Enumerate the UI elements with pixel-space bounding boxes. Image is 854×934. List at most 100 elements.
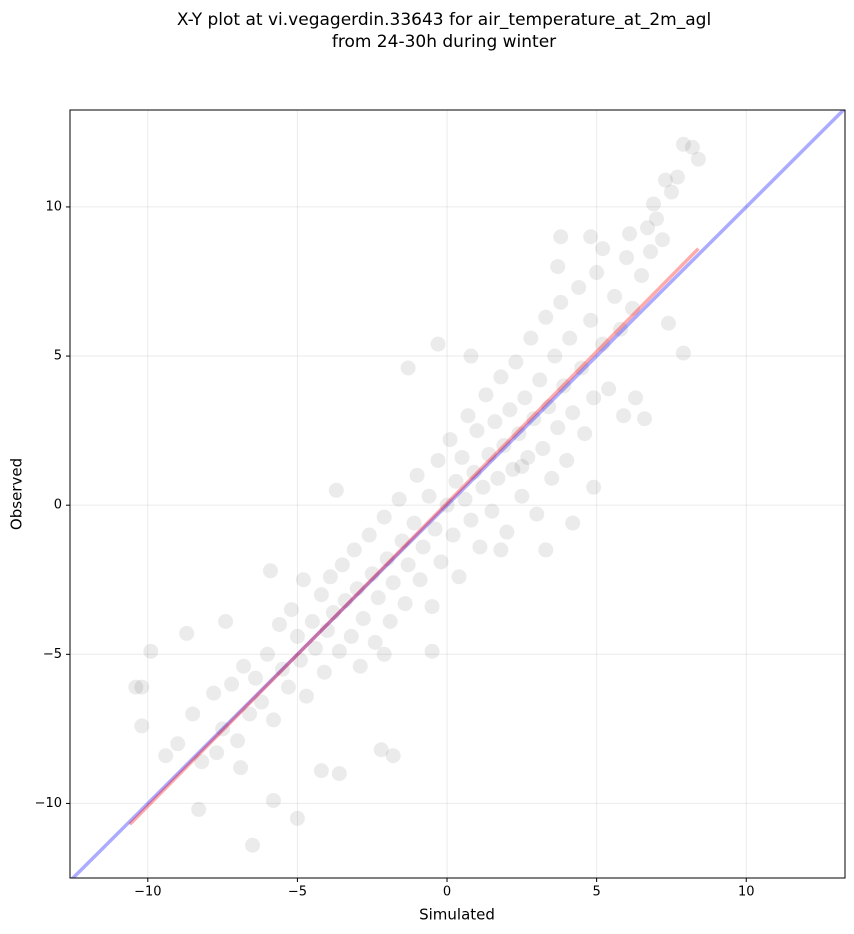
scatter-point bbox=[577, 426, 593, 442]
scatter-point bbox=[430, 452, 446, 468]
scatter-point bbox=[505, 461, 521, 477]
scatter-point bbox=[394, 533, 410, 549]
scatter-point bbox=[385, 748, 401, 764]
scatter-point bbox=[643, 244, 659, 260]
scatter-point bbox=[376, 646, 392, 662]
scatter-point bbox=[663, 184, 679, 200]
scatter-point bbox=[529, 506, 545, 522]
scatter-point bbox=[613, 321, 629, 337]
x-tick-label: 10 bbox=[738, 885, 755, 900]
scatter-point bbox=[660, 315, 676, 331]
scatter-point bbox=[397, 596, 413, 612]
x-tick-label: −10 bbox=[134, 885, 161, 900]
scatter-point bbox=[481, 446, 497, 462]
scatter-point bbox=[574, 360, 590, 376]
scatter-point bbox=[254, 694, 270, 710]
scatter-point bbox=[550, 259, 566, 275]
scatter-point bbox=[675, 345, 691, 361]
scatter-point bbox=[271, 616, 287, 632]
scatter-point bbox=[541, 399, 557, 415]
scatter-point bbox=[538, 542, 554, 558]
scatter-point bbox=[248, 670, 264, 686]
x-tick-label: 0 bbox=[443, 885, 451, 900]
scatter-point bbox=[634, 268, 650, 284]
scatter-point bbox=[319, 622, 335, 638]
scatter-point bbox=[547, 348, 563, 364]
scatter-point bbox=[532, 372, 548, 388]
scatter-point bbox=[511, 426, 527, 442]
scatter-point bbox=[334, 557, 350, 573]
scatter-point bbox=[406, 515, 422, 531]
scatter-point bbox=[463, 512, 479, 528]
scatter-point bbox=[376, 509, 392, 525]
scatter-point bbox=[274, 661, 290, 677]
scatter-point bbox=[556, 378, 572, 394]
scatter-point bbox=[265, 712, 281, 728]
scatter-point bbox=[412, 572, 428, 588]
scatter-point bbox=[559, 452, 575, 468]
scatter-point bbox=[565, 515, 581, 531]
y-tick-label: −5 bbox=[43, 647, 62, 662]
scatter-point bbox=[487, 414, 503, 430]
y-tick-label: 10 bbox=[45, 199, 62, 214]
scatter-point bbox=[158, 748, 174, 764]
scatter-point bbox=[550, 420, 566, 436]
scatter-point bbox=[645, 196, 661, 212]
scatter-point bbox=[628, 390, 644, 406]
scatter-point bbox=[400, 557, 416, 573]
chart-title: from 24-30h during winter bbox=[332, 32, 556, 52]
scatter-point bbox=[298, 688, 314, 704]
fit-line bbox=[70, 110, 845, 878]
scatter-point bbox=[379, 551, 395, 567]
scatter-point bbox=[586, 479, 602, 495]
scatter-point bbox=[236, 658, 252, 674]
scatter-point bbox=[448, 473, 464, 489]
scatter-point bbox=[514, 458, 530, 474]
scatter-point bbox=[493, 542, 509, 558]
scatter-point bbox=[206, 685, 222, 701]
scatter-point bbox=[364, 566, 380, 582]
scatter-point bbox=[601, 381, 617, 397]
scatter-point bbox=[625, 300, 641, 316]
scatter-point bbox=[143, 643, 159, 659]
scatter-point bbox=[134, 718, 150, 734]
scatter-point bbox=[493, 369, 509, 385]
scatter-point bbox=[233, 760, 249, 776]
scatter-point bbox=[553, 229, 569, 245]
scatter-point bbox=[514, 488, 530, 504]
scatter-point bbox=[424, 643, 440, 659]
scatter-point bbox=[421, 488, 437, 504]
scatter-point bbox=[385, 575, 401, 591]
scatter-point bbox=[484, 503, 500, 519]
scatter-point bbox=[583, 229, 599, 245]
scatter-point bbox=[640, 220, 656, 236]
scatter-point bbox=[280, 679, 296, 695]
scatter-point bbox=[367, 634, 383, 650]
y-axis-label: Observed bbox=[8, 458, 26, 530]
scatter-point bbox=[391, 491, 407, 507]
scatter-point bbox=[675, 136, 691, 152]
scatter-point bbox=[191, 801, 207, 817]
x-tick-label: 5 bbox=[593, 885, 601, 900]
scatter-point bbox=[424, 599, 440, 615]
scatter-point bbox=[466, 464, 482, 480]
scatter-point bbox=[451, 569, 467, 585]
scatter-point bbox=[439, 497, 455, 513]
scatter-point bbox=[331, 766, 347, 782]
scatter-point bbox=[442, 432, 458, 448]
scatter-point bbox=[499, 524, 515, 540]
scatter-point bbox=[538, 309, 554, 325]
scatter-point bbox=[616, 408, 632, 424]
scatter-point bbox=[185, 706, 201, 722]
scatter-point bbox=[553, 294, 569, 310]
scatter-point bbox=[469, 423, 485, 439]
scatter-point bbox=[595, 241, 611, 257]
scatter-point bbox=[128, 679, 144, 695]
scatter-point bbox=[657, 172, 673, 188]
scatter-point bbox=[346, 542, 362, 558]
scatter-point bbox=[292, 652, 308, 668]
scatter-point bbox=[571, 279, 587, 295]
scatter-point bbox=[583, 312, 599, 328]
y-tick-label: −10 bbox=[35, 796, 62, 811]
